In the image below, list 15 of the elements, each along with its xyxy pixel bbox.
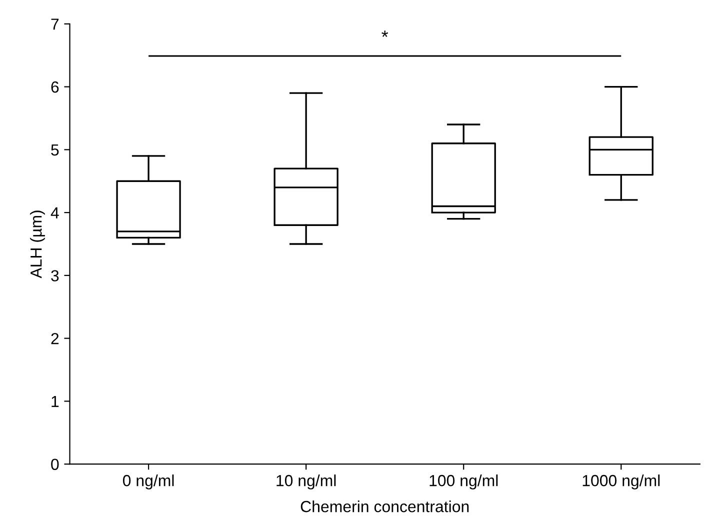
annotation: * <box>382 30 388 37</box>
x-tick-label: 1000 ng/ml <box>582 474 660 490</box>
y-tick-label: 3 <box>51 270 59 282</box>
x-axis-title: Chemerin concentration <box>300 500 469 512</box>
y-tick-label: 0 <box>51 458 59 470</box>
x-tick-label: 100 ng/ml <box>430 474 498 490</box>
y-tick-label: 7 <box>51 18 59 30</box>
x-tick-label: 0 ng/ml <box>122 474 174 490</box>
y-tick-label: 6 <box>51 81 59 93</box>
y-tick-label: 1 <box>52 396 59 407</box>
y-axis-title: ALH (µm) <box>30 210 45 278</box>
y-tick-label: 2 <box>51 332 59 344</box>
x-tick-label: 10 ng/ml <box>276 474 336 490</box>
y-tick-label: 5 <box>51 144 59 156</box>
y-tick-label: 4 <box>50 207 59 218</box>
